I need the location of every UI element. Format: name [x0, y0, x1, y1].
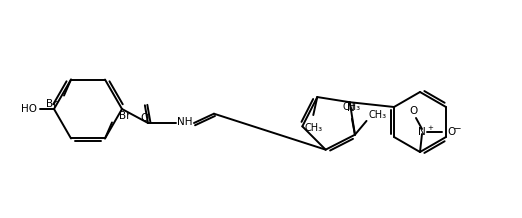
Text: CH₃: CH₃	[304, 123, 323, 133]
Text: N: N	[418, 127, 426, 137]
Text: Br: Br	[46, 99, 58, 109]
Text: CH₃: CH₃	[369, 110, 387, 120]
Text: −: −	[453, 124, 460, 133]
Text: NH: NH	[177, 117, 193, 127]
Text: N: N	[347, 103, 354, 113]
Text: CH₃: CH₃	[343, 102, 361, 112]
Text: O: O	[410, 106, 418, 116]
Text: Br: Br	[119, 111, 130, 121]
Text: O: O	[447, 127, 455, 137]
Text: O: O	[141, 113, 149, 123]
Text: +: +	[427, 125, 433, 131]
Text: HO: HO	[21, 104, 37, 114]
